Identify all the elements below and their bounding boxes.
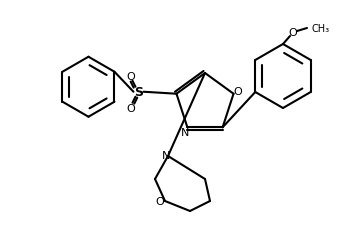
Text: N: N <box>181 128 190 138</box>
Text: O: O <box>155 196 164 206</box>
Text: S: S <box>134 86 143 99</box>
Text: CH₃: CH₃ <box>311 24 329 34</box>
Text: O: O <box>289 28 297 38</box>
Text: O: O <box>126 71 135 81</box>
Text: O: O <box>233 86 242 96</box>
Text: O: O <box>126 103 135 113</box>
Text: N: N <box>162 150 170 160</box>
